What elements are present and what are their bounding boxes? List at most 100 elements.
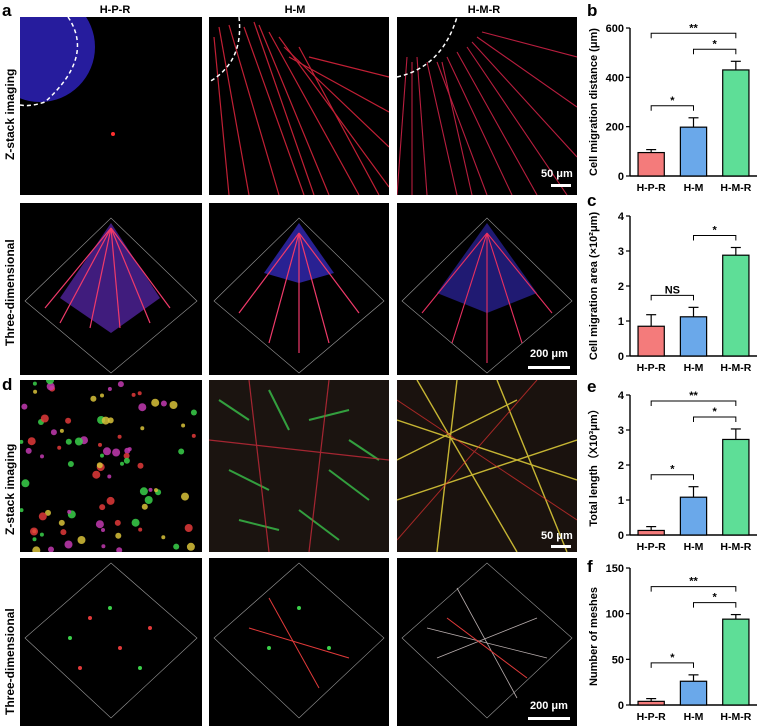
column-header-hpr: H-P-R — [99, 4, 131, 16]
cell-dot — [160, 400, 167, 407]
cell-dot — [131, 518, 140, 527]
significance-bracket — [650, 105, 694, 111]
cell-dot — [100, 393, 104, 398]
cell-dot — [107, 474, 112, 479]
cell-dot — [141, 503, 148, 510]
cell-dot — [138, 527, 143, 532]
cell-dot — [106, 496, 115, 505]
y-tick-label: 0 — [618, 530, 624, 542]
x-tick-label: H-M — [684, 362, 704, 374]
y-tick-label: 4 — [618, 211, 625, 223]
cell-dot — [90, 395, 97, 402]
scalebar-label-d-bottom: 200 μm — [530, 700, 568, 712]
cell-dot — [20, 439, 24, 444]
cell-dot — [186, 542, 195, 551]
cell-dot — [30, 527, 38, 536]
cell-dot — [32, 537, 37, 542]
cell-dot — [161, 535, 166, 540]
cell-dot — [39, 532, 44, 537]
y-tick-label: 100 — [606, 609, 624, 621]
image-d-zstack-hm — [209, 380, 389, 552]
cell-dot — [65, 438, 72, 445]
cell-dot — [116, 547, 123, 552]
cell-dot — [173, 543, 180, 550]
x-tick-label: H-M — [684, 711, 704, 723]
x-tick-label: H-P-R — [637, 711, 667, 723]
y-tick-label: 2 — [618, 281, 624, 293]
row-label-d-3d: Three-dimensional — [3, 608, 17, 715]
scalebar-label-a-top: 50 μm — [541, 168, 573, 180]
cell-dot — [95, 520, 104, 529]
cell-dot — [148, 487, 153, 492]
y-tick-label: 4 — [618, 390, 625, 402]
cell-dot — [123, 457, 130, 464]
cell-dot — [184, 524, 193, 532]
panel-label-c: c — [587, 191, 597, 210]
bar — [637, 151, 665, 177]
column-header-hm: H-M — [284, 4, 306, 16]
image-a-3d-hm — [209, 203, 389, 375]
bar — [637, 700, 665, 706]
y-tick-label: 400 — [606, 72, 624, 84]
column-header-hmr: H-M-R — [467, 4, 501, 16]
cell-dot — [103, 447, 111, 456]
cell-dot — [123, 452, 130, 459]
y-tick-label: 0 — [618, 700, 624, 712]
x-tick-label: H-M-R — [720, 182, 751, 194]
significance-label: * — [670, 464, 675, 476]
cell-dot — [181, 423, 186, 428]
bar — [722, 69, 750, 177]
cell-dot — [112, 448, 121, 457]
bar — [679, 126, 708, 177]
cell-dot — [169, 401, 178, 409]
cell-dot — [101, 416, 110, 425]
row-label-d-zstack: Z-stack imaging — [3, 443, 17, 535]
significance-label: * — [670, 95, 675, 107]
y-axis-label: Number of meshes — [588, 587, 600, 686]
cell-dot — [20, 508, 24, 513]
y-tick-label: 50 — [612, 654, 624, 666]
image-d-3d-hpr — [20, 558, 202, 726]
scalebar-label-a-bottom: 200 μm — [530, 348, 568, 360]
cell-dot — [59, 428, 64, 433]
scalebar-line-a-top — [551, 184, 571, 187]
image-d-zstack-hpr — [20, 380, 202, 552]
bar — [637, 325, 665, 357]
panel-label-b: b — [587, 1, 598, 20]
significance-label: * — [713, 38, 718, 50]
y-axis-label: Total length（X10³μm） — [587, 403, 600, 526]
x-tick-label: H-P-R — [637, 362, 667, 374]
x-tick-label: H-M — [684, 541, 704, 553]
y-tick-label: 1 — [618, 316, 624, 328]
y-axis-label: Cell migration area (×10²μm) — [588, 212, 600, 361]
image-a-zstack-hmr — [397, 17, 577, 195]
significance-bracket — [693, 416, 737, 422]
significance-bracket — [650, 662, 694, 668]
image-d-3d-hmr — [397, 558, 577, 726]
bar — [722, 254, 750, 357]
cell-dot — [117, 434, 122, 439]
cell-dot — [139, 487, 148, 496]
cell-dot — [140, 426, 145, 431]
cell-dot — [32, 546, 41, 552]
bar — [679, 496, 708, 536]
bar — [637, 529, 665, 536]
panel-label-d: d — [2, 375, 13, 394]
significance-label: ** — [689, 22, 698, 34]
row-label-a-zstack: Z-stack imaging — [3, 68, 17, 160]
cell-dot — [46, 382, 55, 391]
cell-dot — [96, 462, 103, 469]
cell-dot — [60, 529, 67, 536]
cell-dot — [154, 488, 158, 493]
x-tick-label: H-M-R — [720, 541, 751, 553]
bar — [679, 316, 708, 357]
cell-dot — [33, 389, 38, 394]
cell-dot — [65, 417, 72, 424]
significance-label: NS — [665, 284, 680, 296]
cell-dot — [25, 447, 32, 454]
y-tick-label: 600 — [606, 23, 624, 35]
significance-label: * — [713, 592, 718, 604]
chart-c-migration-area: 0 1 2 3 4 Cell migration area (×10²μm) H-P-R H-… — [588, 211, 757, 374]
significance-bracket — [650, 474, 694, 480]
cell-dot — [120, 461, 124, 466]
